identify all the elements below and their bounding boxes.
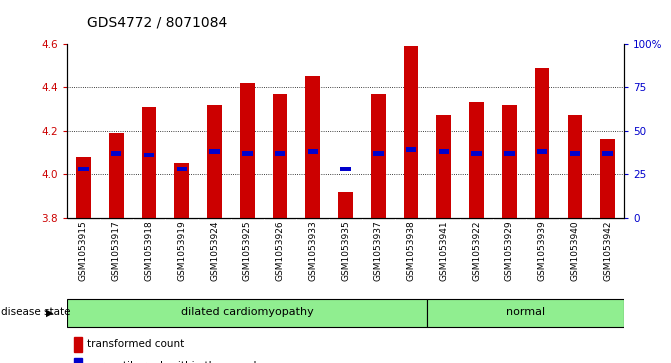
Bar (76, 157, 91, 218)
Bar (242, 151, 252, 156)
Bar (338, 192, 353, 218)
Bar (502, 105, 517, 218)
Bar (111, 151, 121, 156)
Text: GSM1053935: GSM1053935 (341, 220, 350, 281)
Text: GSM1053925: GSM1053925 (243, 220, 252, 281)
Text: GSM1053924: GSM1053924 (210, 220, 219, 281)
Bar (469, 102, 484, 218)
Bar (240, 83, 255, 218)
Bar (570, 151, 580, 156)
Text: normal: normal (506, 307, 546, 318)
Text: GSM1053938: GSM1053938 (407, 220, 415, 281)
Bar (305, 76, 320, 218)
Text: dilated cardiomyopathy: dilated cardiomyopathy (181, 307, 313, 318)
Bar (340, 167, 351, 171)
Bar (174, 163, 189, 218)
Bar (471, 151, 482, 156)
Bar (74, 337, 82, 352)
Text: GSM1053941: GSM1053941 (440, 220, 448, 281)
Bar (207, 105, 222, 218)
Text: GSM1053937: GSM1053937 (374, 220, 383, 281)
Text: disease state: disease state (1, 307, 70, 318)
Text: GSM1053918: GSM1053918 (144, 220, 154, 281)
Text: GSM1053939: GSM1053939 (537, 220, 547, 281)
Bar (436, 115, 451, 218)
Bar (142, 107, 156, 218)
Bar (535, 68, 550, 218)
Text: ▶: ▶ (46, 307, 54, 318)
Bar (373, 151, 384, 156)
Text: GSM1053942: GSM1053942 (603, 220, 612, 281)
Text: GSM1053917: GSM1053917 (112, 220, 121, 281)
Bar (275, 151, 285, 156)
Bar (404, 46, 419, 218)
Bar (603, 151, 613, 156)
Bar (371, 94, 386, 218)
Text: transformed count: transformed count (87, 339, 184, 349)
Bar (427, 299, 624, 327)
Text: GSM1053915: GSM1053915 (79, 220, 88, 281)
Bar (504, 151, 515, 156)
Text: GSM1053926: GSM1053926 (276, 220, 285, 281)
Bar (67, 299, 427, 327)
Bar (79, 167, 89, 171)
Bar (144, 153, 154, 158)
Text: GSM1053940: GSM1053940 (570, 220, 579, 281)
Bar (537, 149, 548, 154)
Bar (74, 358, 82, 363)
Bar (109, 133, 123, 218)
Bar (406, 147, 416, 152)
Text: GDS4772 / 8071084: GDS4772 / 8071084 (87, 15, 227, 29)
Bar (439, 149, 449, 154)
Text: GSM1053919: GSM1053919 (177, 220, 187, 281)
Text: percentile rank within the sample: percentile rank within the sample (87, 361, 262, 363)
Text: GSM1053922: GSM1053922 (472, 220, 481, 281)
Text: GSM1053929: GSM1053929 (505, 220, 514, 281)
Bar (307, 149, 318, 154)
Bar (272, 94, 287, 218)
Text: GSM1053933: GSM1053933 (308, 220, 317, 281)
Bar (209, 149, 220, 154)
Bar (568, 115, 582, 218)
Bar (176, 167, 187, 171)
Bar (601, 139, 615, 218)
